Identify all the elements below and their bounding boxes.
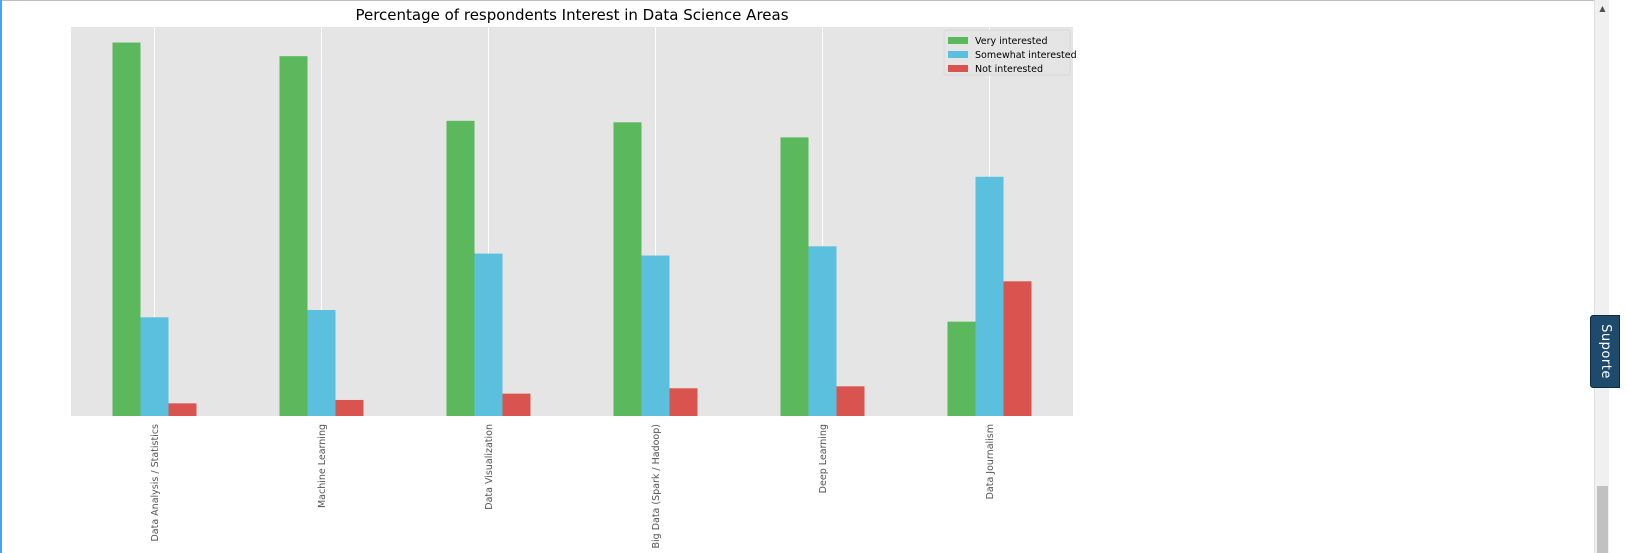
bar-not-interested	[836, 386, 865, 416]
bar-somewhat-interested	[474, 253, 503, 416]
legend-swatch	[948, 65, 968, 72]
vertical-scrollbar[interactable]: ▲	[1594, 0, 1609, 553]
legend-label: Somewhat interested	[975, 50, 1077, 61]
bar-somewhat-interested	[641, 255, 670, 416]
scroll-thumb[interactable]	[1597, 486, 1608, 553]
legend-box	[943, 29, 1071, 76]
bar-not-interested	[669, 388, 698, 416]
bar-very-interested	[446, 120, 475, 416]
scroll-up-arrow-icon[interactable]: ▲	[1599, 3, 1606, 13]
x-tick-label: Data Journalism	[985, 424, 996, 499]
bar-somewhat-interested	[808, 246, 837, 416]
support-tab-label: Suporte	[1597, 324, 1613, 379]
chart-legend: Very interested Somewhat interested Not in…	[943, 29, 1077, 76]
x-tick-label: Data Visualization	[484, 424, 495, 510]
x-tick-label: Big Data (Spark / Hadoop)	[651, 424, 662, 549]
bar-not-interested	[1003, 281, 1032, 416]
bar-not-interested	[335, 399, 364, 416]
legend-swatch	[948, 37, 968, 44]
legend-swatch	[948, 51, 968, 58]
x-tick-label: Machine Learning	[317, 424, 328, 508]
bar-somewhat-interested	[975, 176, 1004, 416]
chart-title: Percentage of respondents Interest in Da…	[355, 6, 788, 24]
bar-very-interested	[112, 42, 141, 417]
bar-not-interested	[502, 393, 531, 416]
x-tick-label: Deep Learning	[818, 424, 829, 493]
left-accent-bar	[0, 0, 2, 553]
bar-very-interested	[613, 122, 642, 417]
legend-label: Not interested	[975, 64, 1043, 75]
legend-label: Very interested	[975, 36, 1047, 47]
bar-very-interested	[780, 137, 809, 416]
x-tick-label: Data Analysis / Statistics	[150, 424, 161, 542]
bar-not-interested	[168, 403, 197, 416]
plot-area	[71, 27, 1073, 417]
bar-somewhat-interested	[307, 309, 336, 416]
grouped-bar-chart: Percentage of respondents Interest in Da…	[71, 6, 1077, 549]
bar-very-interested	[279, 56, 308, 417]
plot-background	[71, 27, 1073, 416]
support-tab-button[interactable]: Suporte	[1590, 315, 1620, 388]
bar-very-interested	[947, 321, 976, 416]
bar-somewhat-interested	[140, 317, 169, 416]
x-axis-tick-labels: Data Analysis / Statistics Machine Learni…	[150, 424, 996, 549]
top-border	[0, 0, 1594, 3]
